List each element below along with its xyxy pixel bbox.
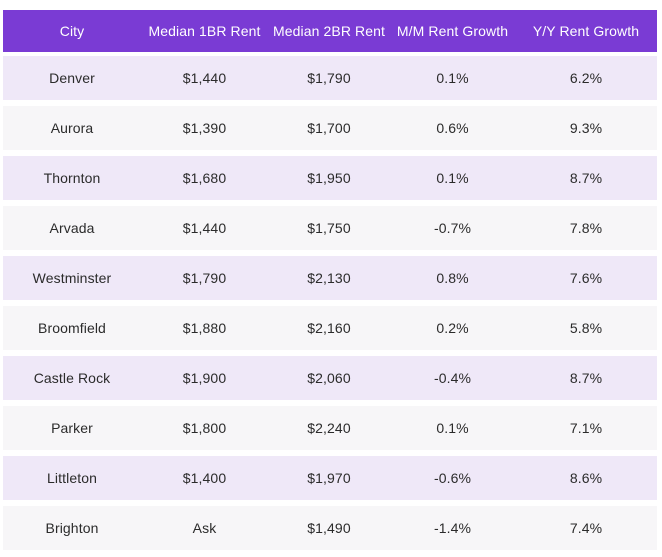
cell-mm-rent-growth: -0.6%: [433, 470, 472, 486]
cell-mm-rent-growth: 0.1%: [436, 70, 469, 86]
cell-median-1br-rent: $1,440: [182, 70, 227, 86]
cell-city: Parker: [51, 420, 93, 436]
cell-yy-rent-growth: 6.2%: [569, 70, 603, 86]
cell-median-2br-rent: $2,240: [307, 420, 351, 436]
cell-mm-rent-growth: 0.6%: [436, 120, 469, 136]
cell-city: Arvada: [49, 220, 95, 236]
cell-median-1br-rent: $1,680: [182, 170, 227, 186]
cell-city: Westminster: [32, 270, 112, 286]
cell-median-2br-rent: $1,790: [307, 70, 351, 86]
cell-median-2br-rent: $1,490: [307, 520, 351, 536]
table-row-denver: Denver $1,440 $1,790 0.1% 6.2%: [3, 56, 657, 100]
cell-city: Castle Rock: [33, 370, 111, 386]
cell-mm-rent-growth: 0.8%: [436, 270, 469, 286]
cell-median-2br-rent: $2,060: [307, 370, 351, 386]
cell-median-1br-rent: $1,900: [182, 370, 227, 386]
cell-yy-rent-growth: 8.7%: [569, 370, 603, 386]
cell-yy-rent-growth: 7.4%: [569, 520, 603, 536]
cell-yy-rent-growth: 7.8%: [569, 220, 603, 236]
cell-city: Thornton: [43, 170, 101, 186]
column-header-median-1br-rent: Median 1BR Rent: [148, 23, 261, 39]
cell-yy-rent-growth: 8.6%: [569, 470, 603, 486]
cell-mm-rent-growth: -0.7%: [433, 220, 472, 236]
column-header-yy-rent-growth: Y/Y Rent Growth: [532, 23, 640, 39]
cell-median-1br-rent: Ask: [192, 520, 217, 536]
table-row-brighton: Brighton Ask $1,490 -1.4% 7.4%: [3, 506, 657, 550]
cell-median-2br-rent: $1,970: [307, 470, 351, 486]
table-row-littleton: Littleton $1,400 $1,970 -0.6% 8.6%: [3, 456, 657, 500]
cell-mm-rent-growth: -0.4%: [433, 370, 472, 386]
cell-yy-rent-growth: 5.8%: [569, 320, 603, 336]
cell-yy-rent-growth: 9.3%: [569, 120, 603, 136]
cell-median-1br-rent: $1,790: [182, 270, 227, 286]
cell-median-1br-rent: $1,390: [182, 120, 227, 136]
cell-mm-rent-growth: 0.1%: [436, 420, 469, 436]
table-row-aurora: Aurora $1,390 $1,700 0.6% 9.3%: [3, 106, 657, 150]
column-header-city: City: [59, 23, 85, 39]
table-row-parker: Parker $1,800 $2,240 0.1% 7.1%: [3, 406, 657, 450]
cell-yy-rent-growth: 7.6%: [569, 270, 603, 286]
cell-median-1br-rent: $1,800: [182, 420, 227, 436]
cell-median-2br-rent: $1,950: [307, 170, 351, 186]
table-row-castle-rock: Castle Rock $1,900 $2,060 -0.4% 8.7%: [3, 356, 657, 400]
cell-median-1br-rent: $1,400: [182, 470, 227, 486]
cell-mm-rent-growth: -1.4%: [433, 520, 472, 536]
cell-median-2br-rent: $2,160: [307, 320, 351, 336]
cell-city: Broomfield: [38, 320, 106, 336]
cell-yy-rent-growth: 8.7%: [569, 170, 603, 186]
table-row-westminster: Westminster $1,790 $2,130 0.8% 7.6%: [3, 256, 657, 300]
table-header-row: City Median 1BR Rent Median 2BR Rent M/M…: [3, 10, 657, 52]
column-header-median-2br-rent: Median 2BR Rent: [272, 23, 385, 39]
rent-table: City Median 1BR Rent Median 2BR Rent M/M…: [3, 10, 657, 550]
cell-mm-rent-growth: 0.1%: [436, 170, 469, 186]
column-header-mm-rent-growth: M/M Rent Growth: [396, 23, 509, 39]
cell-median-2br-rent: $1,700: [307, 120, 351, 136]
cell-median-1br-rent: $1,880: [182, 320, 227, 336]
cell-median-1br-rent: $1,440: [182, 220, 227, 236]
cell-yy-rent-growth: 7.1%: [569, 420, 603, 436]
cell-city: Littleton: [47, 470, 97, 486]
cell-city: Brighton: [45, 520, 99, 536]
table-row-thornton: Thornton $1,680 $1,950 0.1% 8.7%: [3, 156, 657, 200]
cell-city: Aurora: [50, 120, 94, 136]
table-row-arvada: Arvada $1,440 $1,750 -0.7% 7.8%: [3, 206, 657, 250]
cell-city: Denver: [49, 70, 95, 86]
cell-median-2br-rent: $2,130: [307, 270, 351, 286]
table-row-broomfield: Broomfield $1,880 $2,160 0.2% 5.8%: [3, 306, 657, 350]
cell-median-2br-rent: $1,750: [307, 220, 351, 236]
cell-mm-rent-growth: 0.2%: [436, 320, 469, 336]
